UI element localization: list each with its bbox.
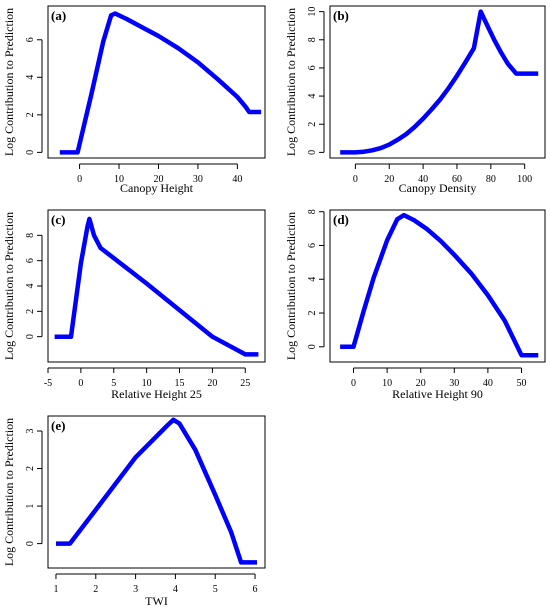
y-axis-label: Log Contribution to Prediction <box>2 418 16 566</box>
panel-4: 0 10 20 30 40 50 0 2 4 6 8 (d) Relative Height 90 Log… <box>284 209 546 401</box>
y-tick-label: 2 <box>25 466 36 471</box>
x-tick-label: 100 <box>517 174 532 185</box>
plot-frame <box>329 5 546 159</box>
x-tick-label: 40 <box>232 174 242 185</box>
y-tick-label: 4 <box>307 277 318 282</box>
y-tick-label: 0 <box>307 150 318 155</box>
y-tick-label: 0 <box>25 150 36 155</box>
panel-label: (d) <box>333 212 349 227</box>
x-tick-label: 5 <box>111 378 116 389</box>
y-tick-label: 0 <box>307 344 318 349</box>
x-axis-label: TWI <box>145 594 168 608</box>
x-tick-label: 25 <box>240 378 250 389</box>
y-axis-label: Log Contribution to Prediction <box>2 212 16 360</box>
y-tick-label: 2 <box>307 122 318 127</box>
series-line <box>59 11 262 155</box>
x-tick-label: -5 <box>44 378 52 389</box>
panel-label: (a) <box>51 8 66 23</box>
x-tick-label: 3 <box>133 584 138 595</box>
y-tick-label: 4 <box>25 284 36 289</box>
panel-5: 1 2 3 4 5 6 0 1 2 3 (e) TWI Log Contribution to Pred… <box>2 415 266 608</box>
x-tick-label: 60 <box>452 174 462 185</box>
x-tick-label: 20 <box>416 378 426 389</box>
x-tick-label: 4 <box>173 584 178 595</box>
series-line <box>56 417 257 565</box>
series-line <box>340 9 539 155</box>
x-tick-label: 0 <box>78 378 83 389</box>
x-tick-label: 80 <box>486 174 496 185</box>
x-tick-label: 1 <box>53 584 58 595</box>
x-tick-label: 10 <box>114 174 124 185</box>
panel-2: 0 20 40 60 80 100 0 2 4 6 8 10 (b) Canopy Density Log … <box>284 5 546 195</box>
x-tick-label: 30 <box>193 174 203 185</box>
x-tick-label: 0 <box>353 174 358 185</box>
y-tick-label: 8 <box>307 37 318 42</box>
panel-1: 0 10 20 30 40 0 2 4 6 (a) Canopy Height Log Contrib… <box>2 5 266 195</box>
y-tick-label: 4 <box>307 94 318 99</box>
x-tick-label: 20 <box>384 174 394 185</box>
y-axis-label: Log Contribution to Prediction <box>284 8 298 156</box>
x-tick-label: 5 <box>213 584 218 595</box>
plot-frame <box>47 415 266 569</box>
x-tick-label: 20 <box>207 378 217 389</box>
y-tick-label: 10 <box>307 7 318 17</box>
x-tick-label: 6 <box>253 584 258 595</box>
x-tick-label: 2 <box>93 584 98 595</box>
plot-frame <box>47 209 266 363</box>
x-tick-label: 10 <box>142 378 152 389</box>
y-tick-label: 1 <box>25 504 36 509</box>
y-tick-label: 8 <box>25 233 36 238</box>
x-tick-label: 50 <box>516 378 526 389</box>
panel-label: (b) <box>333 8 349 23</box>
x-tick-label: 0 <box>77 174 82 185</box>
x-axis-label: Canopy Height <box>120 181 194 195</box>
y-tick-label: 2 <box>25 309 36 314</box>
plot-frame <box>47 5 266 159</box>
panel-label: (e) <box>51 418 65 433</box>
y-axis-label: Log Contribution to Prediction <box>284 212 298 360</box>
panel-3: -5 0 5 10 15 20 25 0 2 4 6 8 (c) Relative Height 25 Lo… <box>2 209 266 401</box>
panel-label: (c) <box>51 212 65 227</box>
x-tick-label: 20 <box>153 174 163 185</box>
y-tick-label: 0 <box>25 541 36 546</box>
x-axis-label: Relative Height 25 <box>111 387 202 401</box>
y-tick-label: 3 <box>25 429 36 434</box>
x-axis-label: Relative Height 90 <box>392 387 483 401</box>
x-tick-label: 0 <box>351 378 356 389</box>
y-tick-label: 6 <box>307 65 318 70</box>
y-tick-label: 2 <box>25 112 36 117</box>
y-tick-label: 6 <box>25 37 36 42</box>
x-tick-label: 15 <box>175 378 185 389</box>
plot-frame <box>329 209 546 363</box>
y-tick-label: 8 <box>307 209 318 214</box>
x-tick-label: 40 <box>418 174 428 185</box>
series-line <box>54 216 259 357</box>
x-tick-label: 40 <box>483 378 493 389</box>
y-tick-label: 6 <box>307 243 318 248</box>
series-line <box>340 212 539 358</box>
y-axis-label: Log Contribution to Prediction <box>2 8 16 156</box>
x-axis-label: Canopy Density <box>399 181 477 195</box>
y-tick-label: 6 <box>25 258 36 263</box>
x-tick-label: 10 <box>382 378 392 389</box>
y-tick-label: 0 <box>25 334 36 339</box>
x-tick-label: 30 <box>449 378 459 389</box>
y-tick-label: 4 <box>25 75 36 80</box>
y-tick-label: 2 <box>307 311 318 316</box>
